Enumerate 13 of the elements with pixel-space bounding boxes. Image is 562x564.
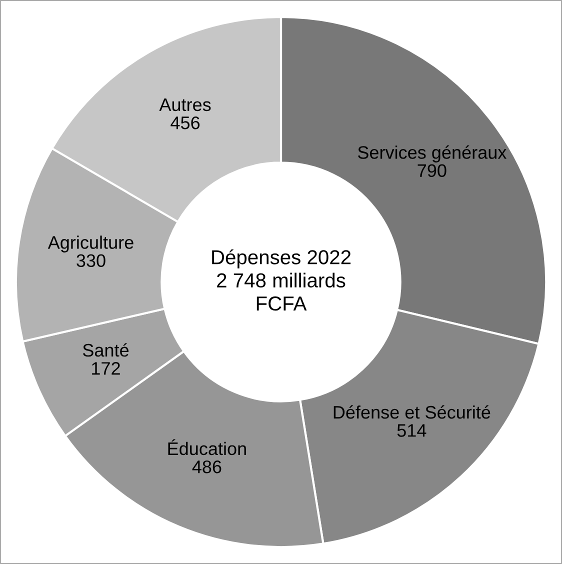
data-label: 172 [92, 362, 120, 375]
slice-label: Défense et Sécurité [334, 405, 490, 419]
slice-label: Santé [82, 343, 129, 357]
slice-label: Services généraux [358, 145, 507, 162]
data-label: 456 [170, 116, 200, 130]
slice-label: Agriculture [48, 236, 134, 252]
data-label: 330 [76, 254, 106, 268]
slice-label: Autres [159, 98, 211, 112]
slice-label: Éducation [168, 439, 246, 456]
data-label: 514 [397, 424, 426, 437]
text: Dépenses 2022 2 748 milliards FCFA [212, 249, 351, 311]
data-label: 790 [418, 164, 446, 178]
data-label: 486 [192, 460, 222, 474]
